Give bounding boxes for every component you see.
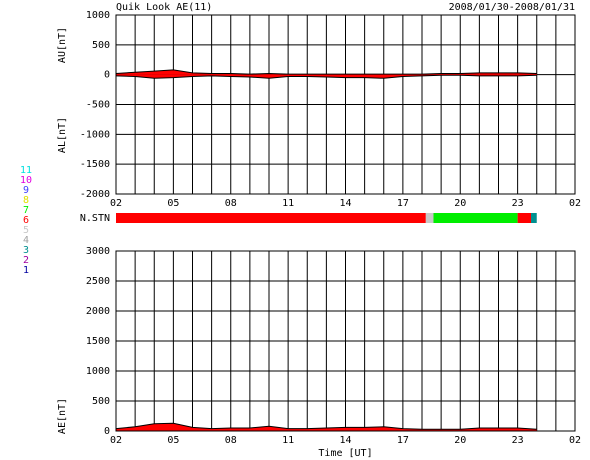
title: Quik Look AE(11): [116, 2, 212, 13]
y-tick-label: 2500: [86, 276, 110, 287]
line: [115, 74, 537, 79]
x-tick-label: 08: [225, 435, 237, 446]
legend-entry: 4: [23, 235, 29, 246]
y-tick-label: 0: [104, 70, 110, 81]
legend-entry: 11: [20, 165, 32, 176]
x-tick-label: 02: [569, 435, 581, 446]
y-tick-label: 1000: [86, 10, 110, 21]
y-tick-label: 1500: [86, 336, 110, 347]
y-axis-label: AU[nT]: [57, 27, 68, 63]
station-segment: [116, 213, 426, 223]
x-tick-label: 08: [225, 198, 237, 209]
line: [115, 422, 537, 430]
y-tick-label: -1500: [80, 159, 110, 170]
legend-entry: 7: [23, 205, 29, 216]
date-range: 2008/01/30-2008/01/31: [449, 2, 575, 13]
y-axis-label: AL[nT]: [57, 117, 68, 153]
x-tick-label: 20: [454, 435, 466, 446]
x-tick-label: 20: [454, 198, 466, 209]
station-segment: [425, 213, 434, 223]
area-fill: [116, 423, 537, 431]
area-fill: [116, 69, 537, 75]
y-tick-label: 1000: [86, 366, 110, 377]
x-tick-label: 23: [512, 198, 524, 209]
legend-entry: 6: [23, 215, 29, 226]
stations-label: N.STN: [80, 213, 110, 224]
legend-entry: 3: [23, 245, 29, 256]
legend-entry: 5: [23, 225, 29, 236]
line: [115, 69, 537, 75]
y-tick-label: -2000: [80, 189, 110, 200]
x-tick-label: 14: [339, 435, 351, 446]
x-tick-label: 17: [397, 435, 409, 446]
legend-entry: 1: [23, 265, 29, 276]
x-tick-label: 14: [339, 198, 351, 209]
station-segment: [433, 213, 518, 223]
x-tick-label: 23: [512, 435, 524, 446]
y-tick-label: 3000: [86, 246, 110, 257]
station-segment: [517, 213, 532, 223]
x-tick-label: 17: [397, 198, 409, 209]
legend-entry: 10: [20, 175, 32, 186]
x-axis-label: Time [UT]: [318, 448, 372, 459]
x-tick-label: 11: [282, 198, 294, 209]
legend-entry: 2: [23, 255, 29, 266]
x-tick-label: 02: [110, 435, 122, 446]
legend-entry: 8: [23, 195, 29, 206]
y-tick-label: 2000: [86, 306, 110, 317]
station-segment: [531, 213, 537, 223]
y-tick-label: -1000: [80, 129, 110, 140]
y-axis-label: AE[nT]: [57, 398, 68, 434]
x-tick-label: 02: [110, 198, 122, 209]
x-tick-label: 05: [167, 435, 179, 446]
x-tick-label: 05: [167, 198, 179, 209]
y-tick-label: 0: [104, 426, 110, 437]
plot-frame: [115, 14, 576, 195]
x-tick-label: 11: [282, 435, 294, 446]
y-tick-label: 500: [92, 40, 110, 51]
plot-frame: [115, 250, 576, 432]
y-tick-label: -500: [86, 100, 110, 111]
y-tick-label: 500: [92, 396, 110, 407]
x-tick-label: 02: [569, 198, 581, 209]
legend-entry: 9: [23, 185, 29, 196]
